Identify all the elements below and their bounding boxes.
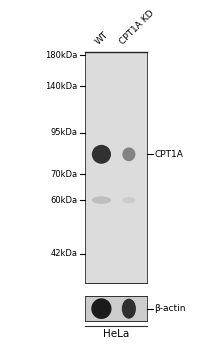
Ellipse shape (91, 298, 112, 319)
Text: CPT1A KD: CPT1A KD (118, 9, 156, 47)
Ellipse shape (92, 196, 111, 204)
Text: CPT1A: CPT1A (155, 150, 183, 159)
Ellipse shape (122, 299, 136, 318)
Text: 42kDa: 42kDa (51, 249, 78, 258)
Text: 60kDa: 60kDa (51, 196, 78, 205)
Text: WT: WT (94, 30, 110, 47)
Text: 140kDa: 140kDa (45, 82, 78, 91)
Text: 95kDa: 95kDa (51, 128, 78, 138)
Text: HeLa: HeLa (103, 329, 129, 340)
Text: 70kDa: 70kDa (51, 170, 78, 179)
Bar (85, 52, 147, 283)
Ellipse shape (92, 145, 111, 164)
Text: β-actin: β-actin (155, 304, 186, 313)
Ellipse shape (122, 147, 135, 161)
Bar (85, 295, 147, 321)
Ellipse shape (122, 197, 135, 203)
Text: 180kDa: 180kDa (45, 51, 78, 60)
